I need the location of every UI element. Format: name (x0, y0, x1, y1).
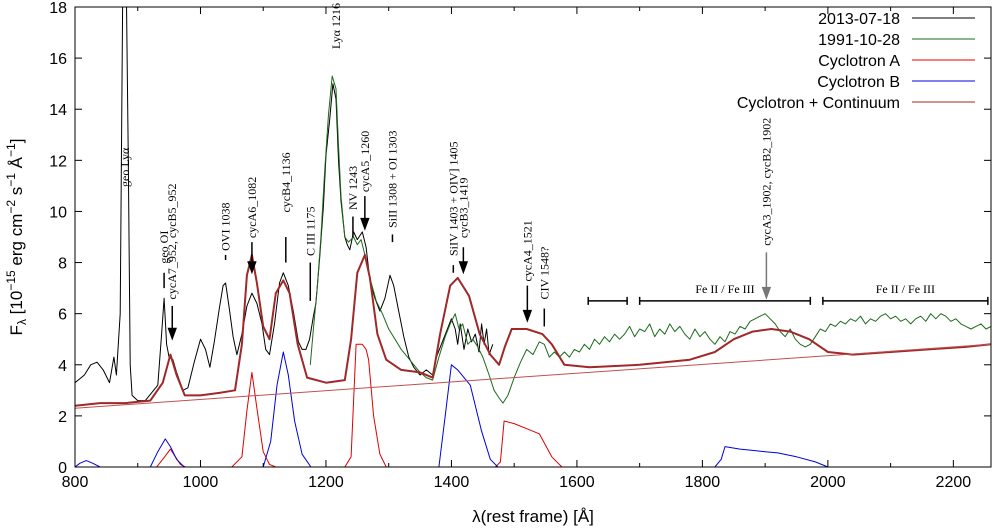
x-tick-label: 2200 (936, 474, 972, 491)
series-line-3 (75, 351, 991, 467)
series-line-1 (309, 75, 991, 404)
y-tick-label: 6 (58, 307, 67, 324)
series-layer (75, 7, 991, 467)
legend-label: 2013-07-18 (818, 11, 900, 28)
legend-label: Cyclotron B (817, 74, 900, 91)
legend-label: 1991-10-28 (818, 32, 900, 49)
series-line-2 (75, 343, 991, 467)
series-line-5 (75, 343, 991, 409)
y-tick-label: 8 (58, 256, 67, 273)
x-tick-label: 2000 (810, 474, 846, 491)
annotation-label: cycA3_1902, cycB2_1902 (759, 118, 773, 246)
range-bar (587, 296, 628, 305)
annotation-arrowhead (522, 309, 533, 323)
y-tick-label: 2 (58, 409, 67, 426)
plot-frame (74, 6, 992, 468)
annotation: C III 1175 (303, 206, 317, 301)
annotation: SiII 1308 + OI 1303 (385, 130, 399, 243)
annotation: cycA3_1902, cycB2_1902 (759, 118, 773, 291)
x-tick-label: 800 (62, 474, 89, 491)
x-tick-label: 1600 (559, 474, 595, 491)
annotation-label: cycA7_952, cycB5_952 (165, 183, 179, 299)
annotation-label: C III 1175 (303, 206, 317, 256)
annotation-label: cycB4_1136 (279, 152, 293, 212)
annotation: geo OI (157, 231, 171, 289)
annotation: geo Lyα (118, 147, 132, 187)
y-tick-label: 10 (49, 204, 67, 221)
annotation-label: NV 1243 (346, 166, 360, 210)
y-tick-label: 18 (49, 0, 67, 17)
annotation: cycA7_952, cycB5_952 (165, 183, 179, 332)
range-label: Fe II / Fe III (695, 282, 754, 296)
x-axis-label: λ(rest frame) [Å] (472, 507, 594, 526)
y-axis-label: Fλ [10−15 erg cm−2 s−1 Å−1] (4, 139, 29, 336)
annotation: CIV 1548? (537, 247, 551, 327)
x-tick-label: 1000 (183, 474, 219, 491)
annotation-label: OVI 1038 (219, 203, 233, 251)
x-tick-label: 1400 (434, 474, 470, 491)
annotation: cycA6_1082 (245, 177, 259, 265)
annotation-label: cycA4_1521 (520, 220, 534, 281)
y-tick-label: 0 (58, 460, 67, 477)
annotation-label: cycB3_1419 (456, 177, 470, 238)
annotation-label: Lyα 1216 (329, 3, 343, 49)
y-tick-label: 4 (58, 358, 67, 375)
y-tick-label: 12 (49, 153, 67, 170)
annotation-arrowhead (360, 217, 370, 231)
annotation: SiIV 1403 + OIV] 1405 (446, 141, 460, 273)
range-bar: Fe II / Fe III (822, 282, 989, 305)
range-bar: Fe II / Fe III (638, 282, 812, 305)
annotation-label: CIV 1548? (537, 247, 551, 300)
annotation: cycB4_1136 (279, 152, 293, 263)
y-tick-label: 14 (49, 102, 67, 119)
annotation: cycA4_1521 (520, 220, 534, 314)
legend: 2013-07-18 1991-10-28 Cyclotron A Cyclotron… (737, 11, 975, 112)
annotation-arrowhead (458, 261, 469, 275)
x-tick-label: 1200 (308, 474, 344, 491)
annotation: OVI 1038 (219, 203, 233, 260)
annotation-arrowhead (761, 286, 772, 300)
annotation-label: SiII 1308 + OI 1303 (385, 130, 399, 227)
annotation: cycA5_1260 (358, 131, 372, 222)
annotation-arrowhead (167, 327, 177, 341)
legend-label: Cyclotron + Continuum (737, 95, 900, 112)
annotation-label: geo OI (157, 231, 171, 264)
y-tick-label: 16 (49, 51, 67, 68)
annotation-label: geo Lyα (118, 147, 132, 187)
annotation-label: cycA5_1260 (358, 131, 372, 192)
range-label: Fe II / Fe III (876, 282, 935, 296)
legend-label: Cyclotron A (818, 53, 900, 70)
annotation: NV 1243 (346, 166, 360, 237)
x-tick-label: 1800 (685, 474, 721, 491)
annotation-label: SiIV 1403 + OIV] 1405 (446, 141, 460, 256)
annotation-label: cycA6_1082 (245, 177, 259, 238)
annotation-arrowhead (247, 261, 257, 275)
series-line-4 (75, 253, 991, 407)
tick-layer: 800 1000 1200 1400 1600 1800 2000 2200 0 2 4 6 8 10 12… (49, 0, 991, 491)
annotation: Lyα 1216 (329, 3, 343, 49)
